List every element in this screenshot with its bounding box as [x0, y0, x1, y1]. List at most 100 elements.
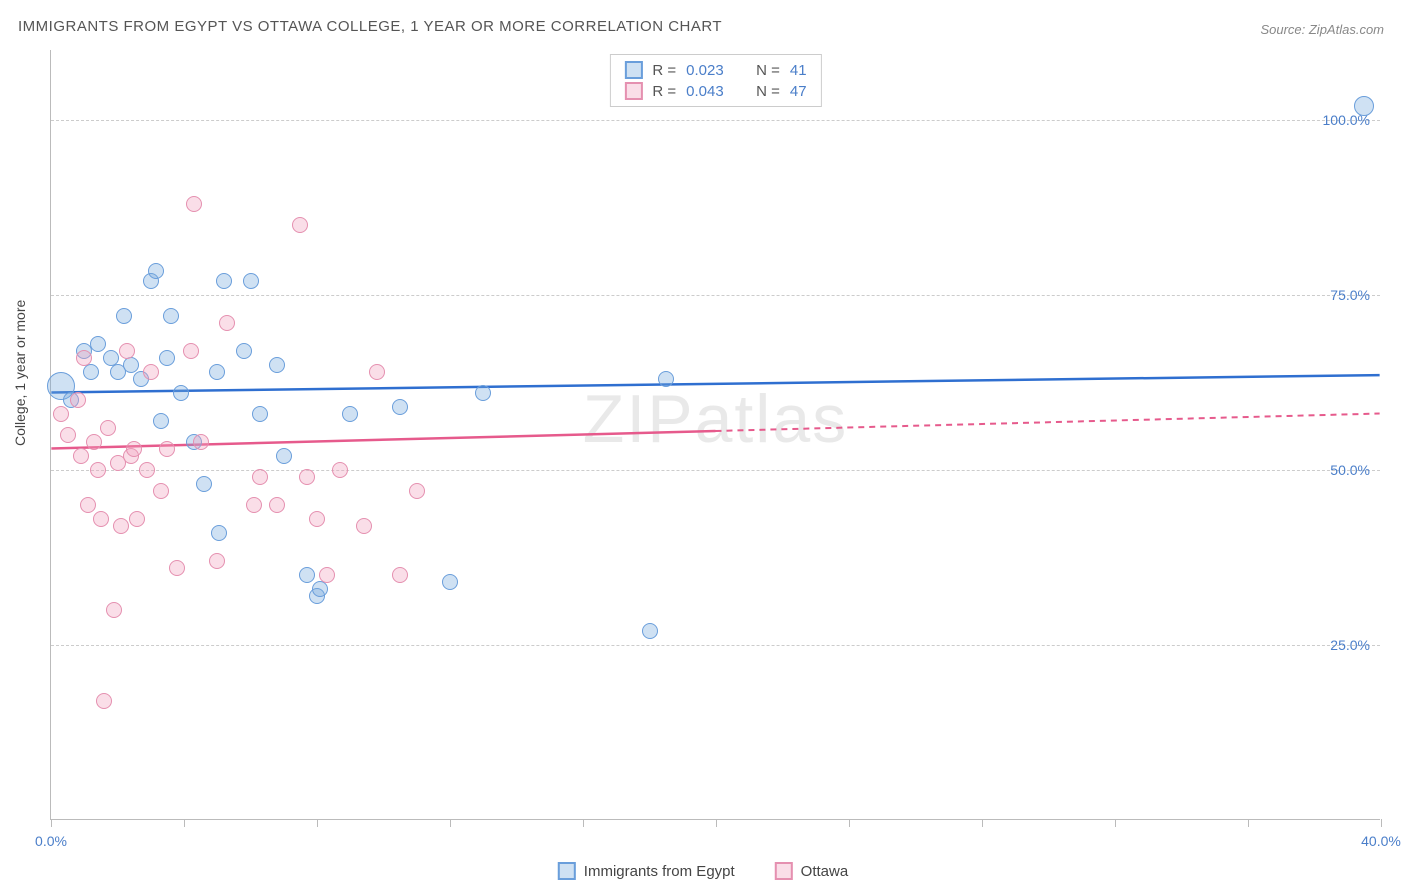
legend-n-value: 47 — [790, 83, 807, 100]
legend-n-label: N = — [756, 83, 780, 100]
scatter-point — [143, 364, 159, 380]
scatter-point — [243, 273, 259, 289]
gridline-h — [51, 295, 1380, 296]
y-tick-label: 25.0% — [1330, 637, 1370, 653]
scatter-point — [90, 336, 106, 352]
scatter-point — [209, 553, 225, 569]
gridline-h — [51, 645, 1380, 646]
scatter-point — [73, 448, 89, 464]
y-tick-label: 75.0% — [1330, 287, 1370, 303]
legend-r-label: R = — [652, 83, 676, 100]
scatter-point — [252, 469, 268, 485]
scatter-point — [252, 406, 268, 422]
scatter-point — [236, 343, 252, 359]
scatter-point — [409, 483, 425, 499]
scatter-point — [269, 357, 285, 373]
legend-label: Ottawa — [801, 863, 849, 880]
scatter-point — [356, 518, 372, 534]
y-tick-label: 50.0% — [1330, 462, 1370, 478]
legend-n-label: N = — [756, 62, 780, 79]
scatter-point — [196, 476, 212, 492]
scatter-point — [392, 399, 408, 415]
scatter-point — [173, 385, 189, 401]
x-tick — [982, 819, 983, 827]
legend-label: Immigrants from Egypt — [584, 863, 735, 880]
legend-item: Immigrants from Egypt — [558, 862, 735, 880]
scatter-point — [186, 196, 202, 212]
scatter-point — [209, 364, 225, 380]
scatter-point — [80, 497, 96, 513]
x-tick-label: 40.0% — [1361, 833, 1401, 849]
scatter-point — [193, 434, 209, 450]
gridline-h — [51, 120, 1380, 121]
scatter-point — [246, 497, 262, 513]
x-tick — [1381, 819, 1382, 827]
scatter-point — [106, 602, 122, 618]
x-tick — [1115, 819, 1116, 827]
trend-lines — [51, 50, 1380, 819]
scatter-point — [70, 392, 86, 408]
legend-swatch — [624, 61, 642, 79]
chart-title: IMMIGRANTS FROM EGYPT VS OTTAWA COLLEGE,… — [18, 18, 722, 35]
x-tick — [184, 819, 185, 827]
scatter-point — [148, 263, 164, 279]
watermark: ZIPatlas — [583, 380, 848, 458]
x-tick — [317, 819, 318, 827]
scatter-point — [1354, 96, 1374, 116]
scatter-point — [119, 343, 135, 359]
legend-swatch — [558, 862, 576, 880]
x-tick — [51, 819, 52, 827]
scatter-point — [93, 511, 109, 527]
scatter-point — [442, 574, 458, 590]
plot-area: ZIPatlas R = 0.023 N = 41 R = 0.043 N = 47 25.0… — [50, 50, 1380, 820]
x-tick — [583, 819, 584, 827]
scatter-point — [392, 567, 408, 583]
scatter-point — [86, 434, 102, 450]
scatter-point — [319, 567, 335, 583]
scatter-point — [342, 406, 358, 422]
scatter-point — [163, 308, 179, 324]
legend-row: R = 0.043 N = 47 — [624, 82, 806, 100]
scatter-point — [159, 441, 175, 457]
scatter-point — [269, 497, 285, 513]
scatter-point — [153, 483, 169, 499]
scatter-point — [116, 308, 132, 324]
legend-swatch — [775, 862, 793, 880]
scatter-point — [169, 560, 185, 576]
x-tick — [450, 819, 451, 827]
scatter-point — [123, 357, 139, 373]
legend-r-value: 0.023 — [686, 62, 736, 79]
scatter-point — [332, 462, 348, 478]
scatter-point — [216, 273, 232, 289]
x-tick — [1248, 819, 1249, 827]
scatter-point — [211, 525, 227, 541]
scatter-point — [658, 371, 674, 387]
legend-r-label: R = — [652, 62, 676, 79]
legend-n-value: 41 — [790, 62, 807, 79]
scatter-point — [292, 217, 308, 233]
source-label: Source: ZipAtlas.com — [1260, 22, 1384, 37]
scatter-point — [219, 315, 235, 331]
scatter-point — [369, 364, 385, 380]
correlation-legend: R = 0.023 N = 41 R = 0.043 N = 47 — [609, 54, 821, 107]
scatter-point — [76, 350, 92, 366]
y-axis-label: College, 1 year or more — [12, 300, 28, 446]
x-tick — [716, 819, 717, 827]
scatter-point — [129, 511, 145, 527]
scatter-point — [309, 511, 325, 527]
x-tick — [849, 819, 850, 827]
scatter-point — [90, 462, 106, 478]
scatter-point — [60, 427, 76, 443]
legend-r-value: 0.043 — [686, 83, 736, 100]
scatter-point — [276, 448, 292, 464]
scatter-point — [299, 567, 315, 583]
scatter-point — [475, 385, 491, 401]
scatter-point — [153, 413, 169, 429]
scatter-point — [183, 343, 199, 359]
scatter-point — [642, 623, 658, 639]
scatter-point — [96, 693, 112, 709]
scatter-point — [100, 420, 116, 436]
scatter-point — [113, 518, 129, 534]
series-legend: Immigrants from Egypt Ottawa — [558, 862, 848, 880]
legend-item: Ottawa — [775, 862, 849, 880]
